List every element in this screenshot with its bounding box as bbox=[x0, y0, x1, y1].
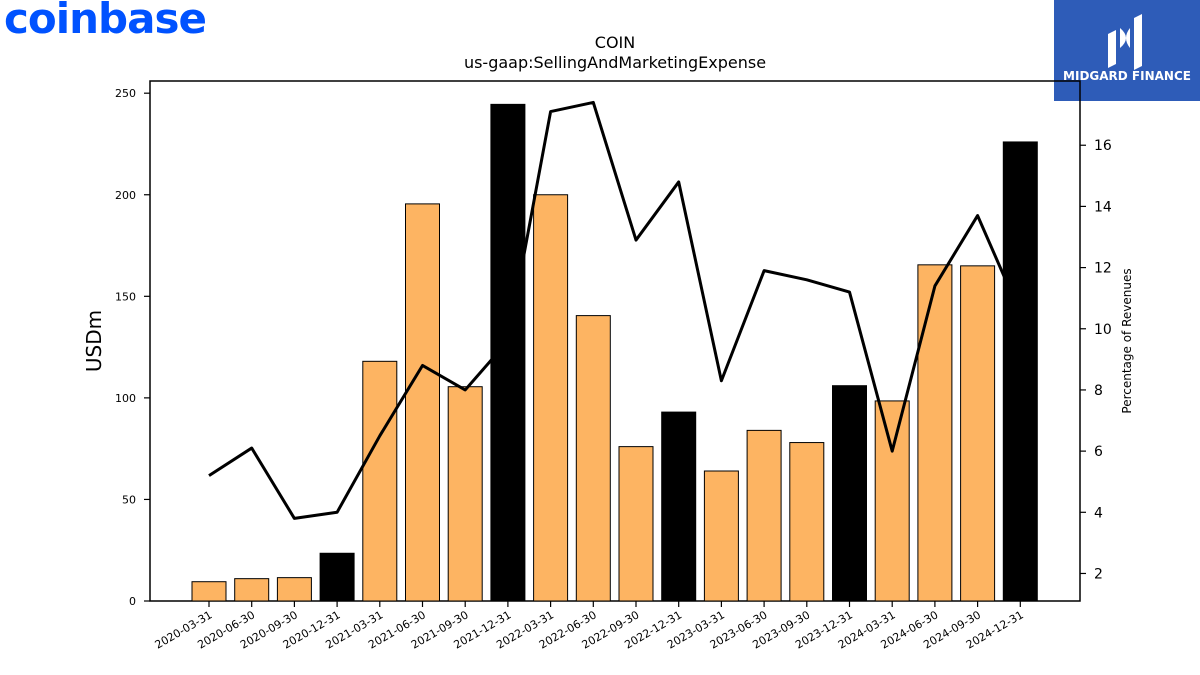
coinbase-logo: coinbase bbox=[4, 0, 207, 43]
y2-tick-label: 4 bbox=[1094, 505, 1103, 521]
bar-2020-03-31 bbox=[191, 581, 227, 602]
y-tick-label: 50 bbox=[122, 493, 136, 506]
y-tick-label: 250 bbox=[115, 87, 136, 100]
bar-2022-09-30 bbox=[618, 446, 654, 602]
bar-2020-09-30 bbox=[276, 577, 312, 602]
y-tick-label: 150 bbox=[115, 290, 136, 303]
bar-2023-09-30 bbox=[789, 442, 825, 602]
bar-2021-06-30 bbox=[405, 203, 440, 602]
bar-2023-12-31 bbox=[832, 385, 867, 602]
y2-axis-title: Percentage of Revenues bbox=[1120, 268, 1134, 413]
y-axis-title: USDm bbox=[82, 310, 106, 372]
midgard-finance-text: MIDGARD FINANCE bbox=[1063, 69, 1191, 83]
bar-2024-12-31 bbox=[1002, 141, 1038, 602]
x-axis-ticks: 2020-03-312020-06-302020-09-302020-12-31… bbox=[153, 601, 1026, 652]
y-tick-label: 0 bbox=[129, 595, 136, 608]
bar-2020-06-30 bbox=[234, 578, 270, 602]
bar-2022-12-31 bbox=[661, 411, 697, 602]
bar-2020-12-31 bbox=[319, 552, 355, 602]
chart-subtitle: us-gaap:SellingAndMarketingExpense bbox=[464, 53, 766, 72]
y2-tick-label: 6 bbox=[1094, 444, 1103, 460]
y2-tick-label: 16 bbox=[1094, 138, 1112, 154]
midgard-finance-logo: MIDGARD FINANCE bbox=[1054, 0, 1200, 101]
chart-title: COIN bbox=[595, 33, 635, 52]
bar-2023-03-31 bbox=[703, 470, 739, 602]
percentage-of-revenues-line bbox=[208, 100, 1022, 520]
y-tick-label: 100 bbox=[115, 392, 136, 405]
y2-tick-label: 14 bbox=[1094, 199, 1112, 215]
midgard-mark-icon bbox=[1108, 14, 1142, 70]
bar-2021-09-30 bbox=[447, 386, 483, 602]
bar-2024-06-30 bbox=[917, 264, 953, 602]
y2-tick-label: 10 bbox=[1094, 322, 1112, 338]
bar-series bbox=[191, 103, 1038, 602]
y2-tick-label: 12 bbox=[1094, 261, 1112, 277]
bar-2024-09-30 bbox=[960, 265, 996, 602]
plot-area bbox=[149, 80, 1081, 602]
y2-tick-label: 8 bbox=[1094, 383, 1103, 399]
y2-tick-label: 2 bbox=[1094, 566, 1103, 582]
bar-2022-06-30 bbox=[575, 315, 611, 602]
bar-2024-03-31 bbox=[874, 400, 910, 602]
bar-2023-06-30 bbox=[746, 429, 782, 602]
bar-2022-03-31 bbox=[533, 194, 569, 602]
y-tick-label: 200 bbox=[115, 189, 136, 202]
bar-2021-03-31 bbox=[362, 360, 398, 602]
y-axis-ticks: 0 50 100 150 200 250 bbox=[115, 87, 150, 608]
y2-axis-ticks: 2 4 6 8 10 12 14 16 bbox=[1080, 138, 1112, 582]
